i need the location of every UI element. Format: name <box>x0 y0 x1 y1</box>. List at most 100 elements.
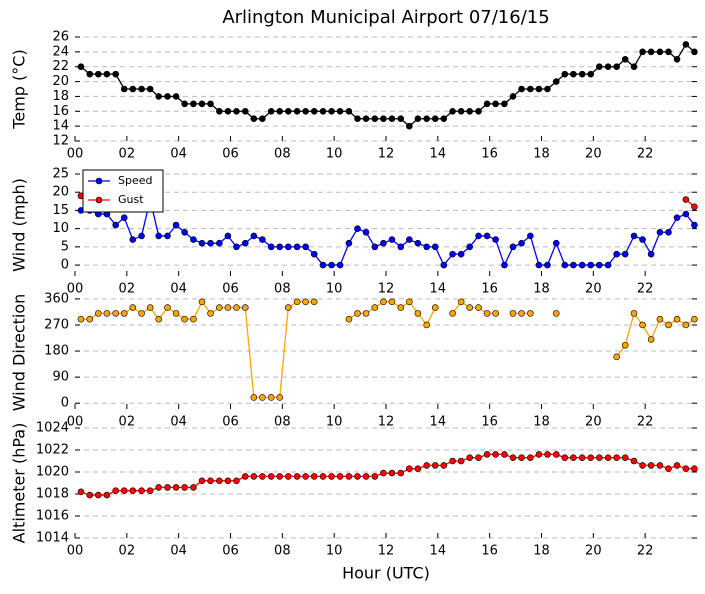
data-point <box>440 462 448 469</box>
y-tick-label: 1022 <box>36 443 69 458</box>
data-point <box>164 484 171 491</box>
data-point <box>345 473 353 480</box>
data-point <box>207 310 214 317</box>
y-tick-label: 20 <box>52 185 69 200</box>
data-point <box>501 100 508 108</box>
series-line <box>80 43 695 128</box>
data-point <box>466 107 474 115</box>
data-point <box>656 462 664 469</box>
data-point <box>181 100 188 108</box>
x-tick-label: 18 <box>533 544 550 559</box>
data-point <box>414 239 422 247</box>
data-point <box>449 250 456 258</box>
y-tick-label: 15 <box>52 203 69 218</box>
x-tick-label: 20 <box>585 147 602 162</box>
data-point <box>475 232 482 240</box>
data-point <box>691 48 698 56</box>
data-point <box>86 491 94 499</box>
data-point <box>362 228 370 236</box>
data-point <box>414 310 422 317</box>
data-point <box>95 310 102 317</box>
data-point <box>431 462 439 469</box>
x-tick-label: 22 <box>637 282 654 297</box>
data-point <box>406 298 413 306</box>
data-point <box>155 93 163 100</box>
data-point <box>647 336 655 343</box>
data-point <box>259 115 266 123</box>
data-point <box>431 115 439 123</box>
data-point <box>647 250 655 258</box>
data-point <box>483 310 491 317</box>
data-point <box>527 310 534 317</box>
data-point <box>276 107 284 115</box>
data-point <box>241 239 249 247</box>
data-point <box>449 310 456 317</box>
data-point <box>198 100 206 108</box>
data-point <box>86 70 94 78</box>
data-point <box>656 315 664 323</box>
data-point <box>112 70 119 78</box>
data-point <box>267 473 275 480</box>
data-point <box>284 473 292 480</box>
x-tick-label: 20 <box>585 415 602 430</box>
data-point <box>518 239 525 247</box>
data-point <box>570 261 577 269</box>
data-point <box>129 85 137 93</box>
data-point <box>691 465 698 473</box>
data-point <box>621 454 629 462</box>
y-tick-label: 16 <box>52 104 69 119</box>
data-point <box>172 310 180 317</box>
data-point <box>120 85 128 93</box>
data-point <box>613 250 620 258</box>
y-axis-label: Wind Direction <box>10 294 29 412</box>
data-point <box>621 250 629 258</box>
data-point <box>164 93 171 100</box>
data-point <box>267 394 275 401</box>
y-tick-label: 22 <box>52 59 69 74</box>
data-point <box>691 221 698 229</box>
data-point <box>319 107 327 115</box>
data-point <box>362 310 370 317</box>
data-point <box>639 48 646 56</box>
data-point <box>406 465 413 473</box>
data-point <box>665 48 672 56</box>
data-point <box>198 298 206 306</box>
data-point <box>129 304 137 311</box>
data-point <box>233 243 240 251</box>
data-point <box>673 462 681 469</box>
y-tick-label: 14 <box>52 119 69 134</box>
data-point <box>276 243 284 251</box>
x-tick-label: 14 <box>430 147 447 162</box>
y-tick-label: 5 <box>61 239 69 254</box>
data-point <box>216 239 223 247</box>
data-point <box>552 78 560 85</box>
data-point <box>595 63 603 71</box>
data-point <box>665 321 672 329</box>
data-point <box>371 115 379 123</box>
data-point <box>190 315 197 323</box>
data-point <box>259 394 266 401</box>
data-point <box>241 473 249 480</box>
data-point <box>682 41 690 48</box>
data-point <box>518 310 525 317</box>
data-point <box>293 298 301 306</box>
data-point <box>302 243 309 251</box>
y-tick-label: 0 <box>61 258 69 273</box>
data-point <box>414 465 422 473</box>
data-point <box>509 243 517 251</box>
y-tick-label: 10 <box>52 221 69 236</box>
data-point <box>406 122 413 130</box>
data-point <box>310 298 318 306</box>
x-tick-label: 14 <box>430 282 447 297</box>
x-tick-label: 02 <box>119 147 136 162</box>
x-tick-label: 00 <box>67 282 84 297</box>
data-point <box>112 487 119 495</box>
data-point <box>492 310 499 317</box>
data-point <box>77 488 85 496</box>
data-point <box>449 107 456 115</box>
data-point <box>172 484 180 491</box>
x-tick-label: 18 <box>533 415 550 430</box>
data-point <box>336 261 344 269</box>
data-point <box>336 473 344 480</box>
data-point <box>673 214 681 222</box>
